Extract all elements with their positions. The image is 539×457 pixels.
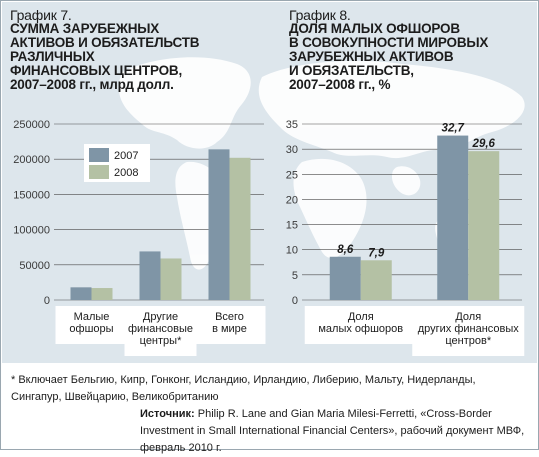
data-label: 29,6 <box>472 138 496 150</box>
category-label: Доля других финансовых центров* <box>418 311 520 347</box>
world-map-background <box>118 57 525 270</box>
legend-label-2007: 2007 <box>114 150 138 162</box>
bar-2007 <box>437 135 469 300</box>
y-tick-label: 50000 <box>19 260 50 272</box>
y-tick-label: 200000 <box>13 154 50 166</box>
category-label: Малые офшоры <box>69 311 113 335</box>
category-label-box <box>124 306 197 356</box>
bar-2007 <box>329 256 361 300</box>
y-tick-label: 5 <box>292 270 298 282</box>
legend-label-2008: 2008 <box>114 167 138 179</box>
chart-left: 0 50000 100000 150000 200000 250000 Малые офшор… <box>13 119 266 356</box>
chart-right-heading: ДОЛЯ МАЛЫХ ОФШОРОВ В СОВОКУПНОСТИ МИРОВЫ… <box>289 21 489 92</box>
data-label: 32,7 <box>442 123 465 135</box>
charts-canvas: 0 50000 100000 150000 200000 250000 Малые офшор… <box>13 57 525 356</box>
bar-2008 <box>229 157 251 300</box>
bar-2008 <box>91 288 113 300</box>
chart-panel: 0 50000 100000 150000 200000 250000 Малые офшор… <box>2 2 537 363</box>
bar-2008 <box>468 151 500 300</box>
category-label: Доля малых офшоров <box>318 311 403 335</box>
y-tick-label: 150000 <box>13 189 50 201</box>
chart-right: 0 5 10 15 20 25 30 35 8,6 7,9 Доля малых офшоров 32,… <box>286 119 525 356</box>
chart-right-title: График 8. ДОЛЯ МАЛЫХ ОФШОРОВ В СОВОКУПНО… <box>289 8 534 92</box>
chart-right-number: График 8. <box>289 7 351 23</box>
bar-2008 <box>360 260 392 300</box>
y-tick-label: 0 <box>44 295 50 307</box>
chart-left-heading: СУММА ЗАРУБЕЖНЫХ АКТИВОВ И ОБЯЗАТЕЛЬСТВ … <box>10 21 200 92</box>
source-note: Источник: Philip R. Lane and Gian Maria … <box>140 406 532 457</box>
category-label-box <box>55 306 128 344</box>
bar-2007 <box>139 251 161 300</box>
y-tick-label: 35 <box>286 119 298 131</box>
footnote: * Включает Бельгию, Кипр, Гонконг, Ислан… <box>11 374 476 403</box>
y-tick-label: 250000 <box>13 119 50 131</box>
category-label-box <box>304 306 417 344</box>
category-label: Всего в мире <box>212 311 247 335</box>
y-tick-label: 20 <box>286 194 298 206</box>
chart-left-title: График 7. СУММА ЗАРУБЕЖНЫХ АКТИВОВ И ОБЯ… <box>10 8 260 92</box>
bar-2007 <box>208 149 230 300</box>
y-tick-label: 100000 <box>13 225 50 237</box>
category-label-box <box>193 306 266 344</box>
y-tick-label: 30 <box>286 144 298 156</box>
y-tick-label: 10 <box>286 245 298 257</box>
category-label-box <box>412 306 525 356</box>
data-label: 7,9 <box>368 247 385 259</box>
y-tick-label: 0 <box>292 295 298 307</box>
y-tick-label: 15 <box>286 220 298 232</box>
bar-2007 <box>70 287 92 300</box>
source-label: Источник: <box>140 408 195 420</box>
y-tick-label: 25 <box>286 169 298 181</box>
footer: * Включает Бельгию, Кипр, Гонконг, Ислан… <box>1 364 538 454</box>
legend-swatch-2007 <box>89 148 109 162</box>
legend-swatch-2008 <box>89 165 109 179</box>
chart-left-number: График 7. <box>10 7 72 23</box>
category-label: Другие финансовые центры* <box>128 311 193 347</box>
source-text: Philip R. Lane and Gian Maria Milesi-Fer… <box>140 408 525 454</box>
bar-2008 <box>160 258 182 300</box>
legend: 2007 2008 <box>84 144 150 182</box>
data-label: 8,6 <box>337 244 354 256</box>
